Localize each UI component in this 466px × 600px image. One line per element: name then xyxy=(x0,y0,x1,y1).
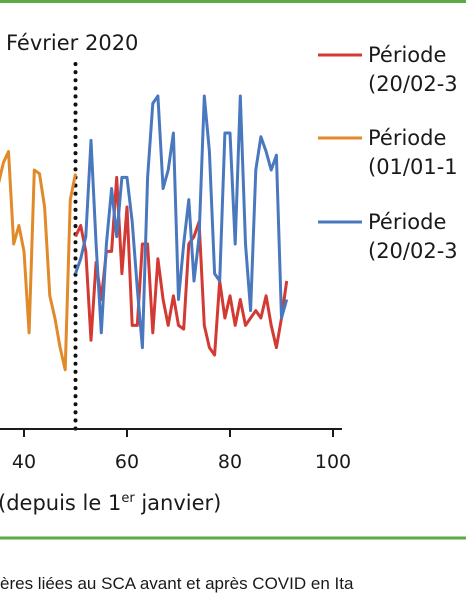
x-tick-label: 100 xyxy=(315,451,351,473)
x-axis-label: (depuis le 1er janvier) xyxy=(0,491,221,515)
series-line-1 xyxy=(74,175,289,357)
series-layer xyxy=(0,94,289,372)
figure-caption: ères liées au SCA avant et après COVID e… xyxy=(0,574,354,593)
x-tick-label: 40 xyxy=(12,451,36,473)
legend-label-2: Période xyxy=(368,126,446,150)
x-axis-label-main: (depuis le 1 xyxy=(0,491,121,515)
x-tick-label: 60 xyxy=(115,451,139,473)
legend-label-3: Période xyxy=(368,210,446,234)
legend: Période (20/02-3 Période (01/01-1 Période (20… xyxy=(318,43,458,263)
legend-label-1: Période xyxy=(368,43,446,67)
annotation-label: Février 2020 xyxy=(6,31,138,55)
legend-range-3: (20/02-3 xyxy=(368,239,458,263)
legend-range-2: (01/01-1 xyxy=(368,155,458,179)
series-line-2 xyxy=(0,150,77,372)
x-tick-label: 80 xyxy=(218,451,242,473)
x-axis-label-superscript: er xyxy=(121,491,135,506)
x-tick-layer: 40 60 80 100 xyxy=(12,429,351,473)
series-line-3 xyxy=(74,94,289,350)
legend-range-1: (20/02-3 xyxy=(368,72,458,96)
x-axis-label-end: janvier) xyxy=(135,491,222,515)
